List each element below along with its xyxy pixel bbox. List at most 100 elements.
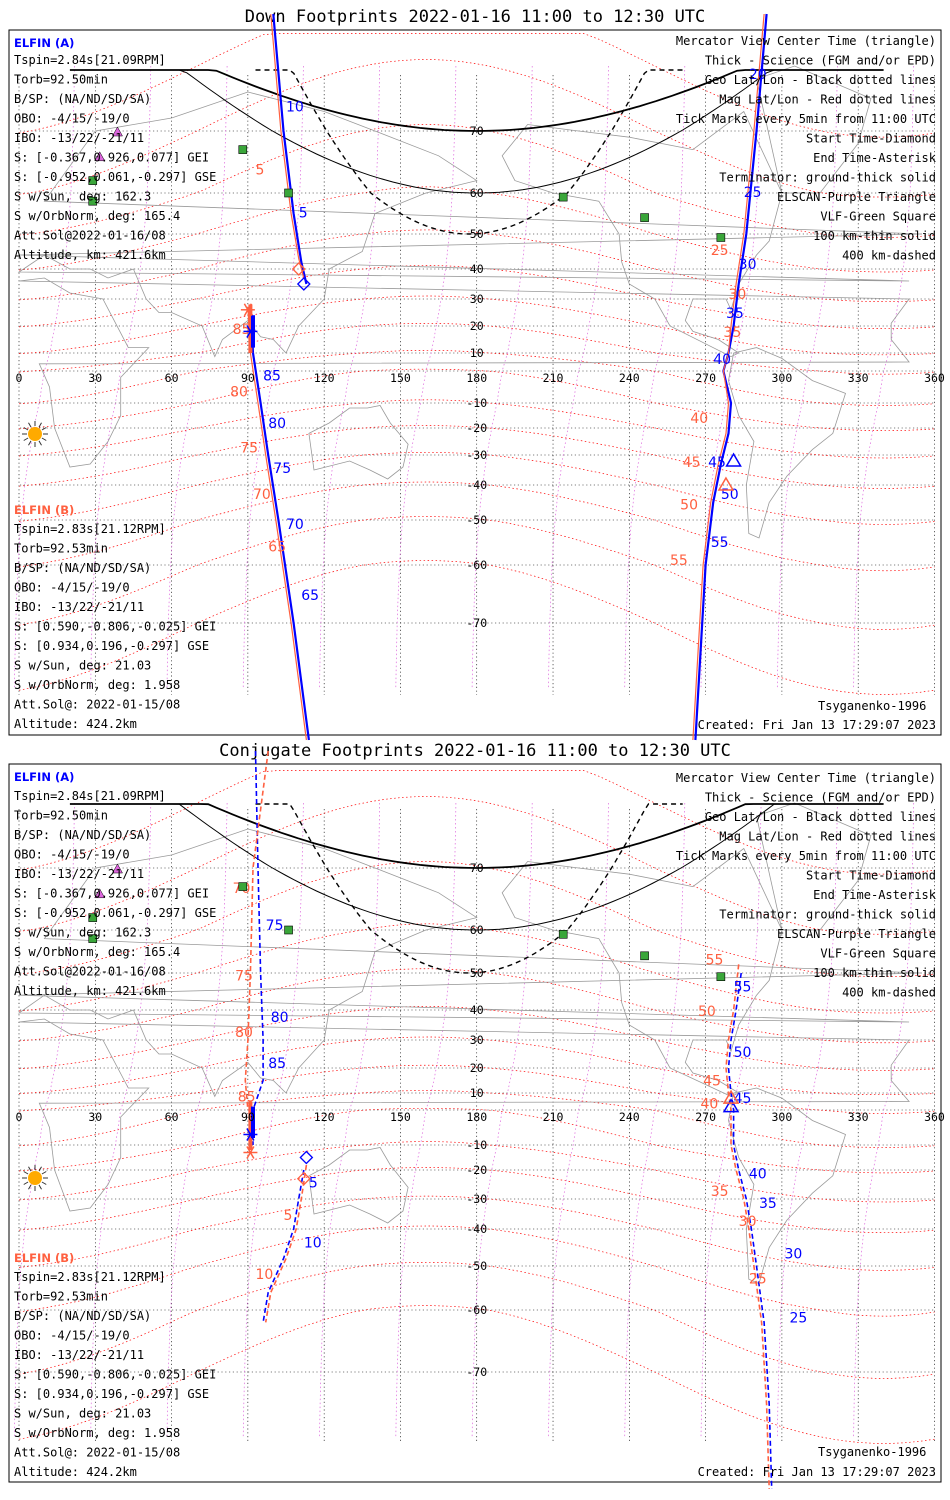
mag-parallel — [18, 368, 935, 432]
elfin-a-tick-label: 35 — [759, 1196, 777, 1212]
coastline — [18, 277, 910, 468]
mag-meridian — [624, 65, 686, 689]
lon-tick-label: 240 — [619, 1110, 640, 1124]
lon-tick-label: 150 — [390, 1110, 411, 1124]
lat-tick-label: -20 — [466, 1163, 487, 1177]
coastline — [501, 110, 783, 358]
elfin-a-info-line: S: [-0.367,0.926,0.077] GEI — [14, 887, 209, 901]
elfin-b-info-line: S: [0.934,0.196,-0.297] GSE — [14, 639, 209, 653]
asterisk-stroke — [243, 303, 253, 317]
elfin-a-tick-label: 5 — [309, 1175, 318, 1191]
elfin-a-info-line: S w/Sun, deg: 162.3 — [14, 190, 151, 204]
mag-parallel — [18, 265, 935, 330]
legend-line: Thick - Science (FGM and/or EPD) — [705, 54, 936, 68]
lat-tick-label: -20 — [466, 421, 487, 435]
terminator-lines — [69, 69, 884, 235]
vlf-green-square — [284, 925, 293, 935]
elfin-a-track-north — [272, 13, 308, 285]
asterisk-stroke — [246, 1128, 255, 1141]
elfin-b-tick-label: 10 — [255, 1267, 273, 1283]
legend-line: Start Time-Diamond — [806, 132, 936, 146]
elfin-b-tick-label: 80 — [230, 385, 248, 401]
elfin-a-tick-label: 25 — [744, 185, 762, 201]
mag-parallel — [18, 1195, 935, 1271]
lat-tick-label: 10 — [470, 1086, 484, 1100]
mag-parallel — [18, 451, 935, 525]
lon-tick-label: 330 — [848, 371, 869, 385]
track-tick-labels: 1058580757065202530354045505558580757065… — [22, 67, 767, 604]
axis-labels: 0 30 60 90 120 150 180 210 240 270 300 330 360 70 60 50… — [16, 124, 945, 630]
lat-tick-label: -40 — [466, 1222, 487, 1236]
elfin-a-tick-label: 80 — [271, 1010, 289, 1026]
legend-line: Mag Lat/Lon - Red dotted lines — [719, 830, 936, 844]
elfin-a-tick-label: 70 — [286, 517, 304, 533]
panel-title: Down Footprints 2022-01-16 11:00 to 12:3… — [245, 7, 706, 27]
created-label: Created: Fri Jan 13 17:29:07 2023 — [698, 718, 936, 732]
elfin-a-tick-label: 75 — [266, 918, 284, 934]
mag-meridian — [166, 65, 228, 689]
elfin-a-tick-label: 55 — [734, 980, 752, 996]
elfin-b-track-east — [692, 13, 765, 741]
elfin-a-info-line: Altitude, km: 421.6km — [14, 248, 166, 262]
lon-tick-label: 60 — [165, 371, 179, 385]
terminator-ground — [69, 803, 884, 869]
view-center-triangle-b — [722, 1089, 740, 1104]
coastline — [308, 1147, 409, 1224]
elfin-b-tick-label: 30 — [739, 1214, 757, 1230]
lat-tick-label: -10 — [466, 1138, 487, 1152]
vlf-green-square — [238, 882, 248, 891]
elfin-b-info-line: S w/Sun, deg: 21.03 — [14, 659, 151, 673]
elfin-info: ELFIN (A) ELFIN (B) Tsyganenko-1996 Crea… — [14, 34, 937, 732]
start-diamond-a — [296, 277, 311, 291]
elfin-a-tick-label: 10 — [304, 1236, 322, 1252]
lat-tick-label: 70 — [470, 861, 484, 875]
elfin-b-tick-label: 45 — [683, 455, 701, 471]
lat-tick-label: 20 — [470, 319, 484, 333]
elfin-a-tick-label: 55 — [711, 535, 729, 551]
elscan-purple-triangle — [112, 126, 123, 137]
coastline — [17, 828, 922, 1098]
legend-line: End Time-Asterisk — [813, 151, 937, 165]
lon-tick-label: 0 — [16, 371, 23, 385]
vlf-green-square — [558, 929, 568, 939]
lon-tick-label: 300 — [772, 1110, 793, 1124]
model-label: Tsyganenko-1996 — [818, 1445, 926, 1459]
elfin-a-info-line: Att.Sol@2022-01-16/08 — [14, 229, 166, 243]
lat-tick-label: -70 — [466, 1365, 487, 1379]
elfin-a-tick-label: 45 — [708, 455, 726, 471]
lon-tick-label: 210 — [543, 1110, 564, 1124]
lon-tick-label: 240 — [619, 371, 640, 385]
mag-meridian — [319, 802, 380, 1438]
mag-parallel — [18, 1005, 935, 1071]
elfin-b-tick-label: 65 — [268, 540, 286, 556]
mag-meridian — [395, 802, 457, 1438]
coastlines — [17, 65, 922, 539]
sun-ray — [38, 440, 42, 446]
mag-parallel — [18, 33, 935, 138]
lat-tick-label: 40 — [470, 1003, 484, 1017]
elfin-b-tick-label: 25 — [749, 1272, 767, 1288]
start-diamond-a — [299, 1150, 314, 1165]
lat-tick-label: -50 — [466, 1259, 487, 1273]
elfin-b-info-line: S w/OrbNorm, deg: 1.958 — [14, 1426, 180, 1440]
view-center-triangle-b — [717, 476, 735, 491]
lat-tick-label: -70 — [466, 616, 487, 630]
sun-ray — [28, 1184, 32, 1190]
vlf-green-square — [284, 188, 293, 198]
elfin-b-info-line: OBO: -4/15/-19/0 — [14, 581, 130, 595]
elfin-a-tick-label: 20 — [749, 67, 767, 83]
mag-meridian — [548, 802, 609, 1438]
legend-line: Tick Marks every 5min from 11:00 UTC — [676, 112, 936, 126]
lon-tick-label: 30 — [88, 1110, 102, 1124]
coastline — [18, 1018, 910, 1212]
lon-tick-label: 330 — [848, 1110, 869, 1124]
elfin-a-tick-label: 30 — [784, 1247, 802, 1263]
mag-parallel — [18, 322, 935, 375]
sun-disc — [28, 427, 42, 441]
elscan-purple-triangle — [112, 863, 123, 874]
lat-tick-label: -30 — [466, 1192, 487, 1206]
lon-tick-label: 360 — [924, 371, 945, 385]
lat-tick-label: -30 — [466, 448, 487, 462]
sun-ray — [28, 422, 32, 428]
lon-tick-label: 120 — [314, 371, 335, 385]
